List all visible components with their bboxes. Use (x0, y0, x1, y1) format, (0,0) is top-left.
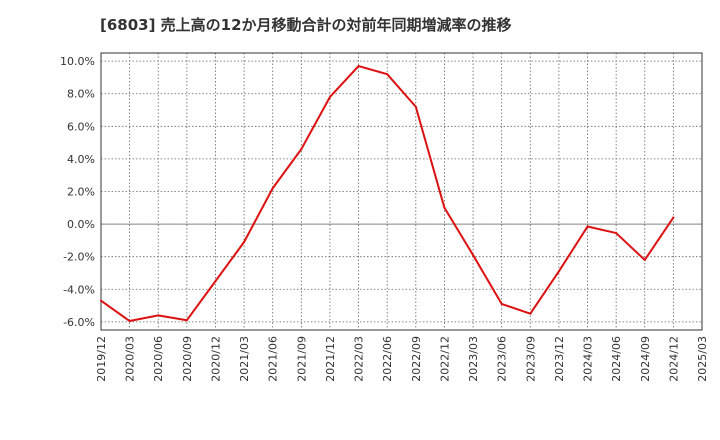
y-tick-label: -6.0% (63, 316, 95, 329)
data-point (672, 216, 675, 219)
y-tick-label: -4.0% (63, 283, 95, 296)
data-point (357, 65, 360, 68)
data-point (100, 299, 102, 302)
data-point (214, 280, 217, 283)
chart-title: [6803] 売上高の12か月移動合計の対前年同期増減率の推移 (100, 16, 512, 34)
y-tick-label: 8.0% (67, 88, 95, 101)
data-point (443, 206, 446, 209)
y-tick-label: 2.0% (67, 186, 95, 199)
x-tick-label: 2023/03 (467, 336, 480, 382)
x-tick-label: 2020/09 (181, 336, 194, 382)
data-point (128, 320, 131, 323)
x-tick-label: 2024/09 (639, 336, 652, 382)
y-tick-label: 6.0% (67, 120, 95, 133)
x-tick-label: 2024/03 (582, 336, 595, 382)
x-tick-label: 2020/12 (209, 336, 222, 382)
plot-area (101, 53, 702, 330)
x-tick-label: 2021/06 (267, 336, 280, 382)
data-point (643, 258, 646, 261)
data-point (529, 312, 532, 315)
x-tick-label: 2022/12 (438, 336, 451, 382)
x-tick-label: 2020/03 (124, 336, 137, 382)
data-point (271, 187, 274, 190)
data-point (328, 95, 331, 98)
x-tick-label: 2021/03 (238, 336, 251, 382)
data-point (185, 319, 188, 322)
x-tick-label: 2023/09 (524, 336, 537, 382)
data-point (557, 270, 560, 273)
x-tick-label: 2023/06 (496, 336, 509, 382)
x-tick-label: 2021/12 (324, 336, 337, 382)
x-tick-label: 2022/06 (381, 336, 394, 382)
y-tick-label: 4.0% (67, 153, 95, 166)
x-tick-label: 2024/12 (667, 336, 680, 382)
x-tick-label: 2019/12 (95, 336, 108, 382)
data-point (300, 148, 303, 151)
data-point (414, 105, 417, 108)
data-point (472, 254, 475, 257)
data-point (615, 232, 618, 235)
y-tick-label: -2.0% (63, 251, 95, 264)
data-point (500, 302, 503, 305)
x-tick-label: 2022/03 (353, 336, 366, 382)
x-tick-label: 2021/09 (295, 336, 308, 382)
data-point (586, 225, 589, 228)
data-point (243, 241, 246, 244)
x-tick-label: 2020/06 (152, 336, 165, 382)
data-point (157, 314, 160, 317)
plot-border (100, 52, 703, 331)
y-tick-label: 10.0% (60, 55, 95, 68)
x-tick-label: 2024/06 (610, 336, 623, 382)
data-point (386, 73, 389, 76)
x-tick-label: 2022/09 (410, 336, 423, 382)
y-tick-label: 0.0% (67, 218, 95, 231)
x-tick-label: 2023/12 (553, 336, 566, 382)
x-tick-label: 2025/03 (696, 336, 709, 382)
